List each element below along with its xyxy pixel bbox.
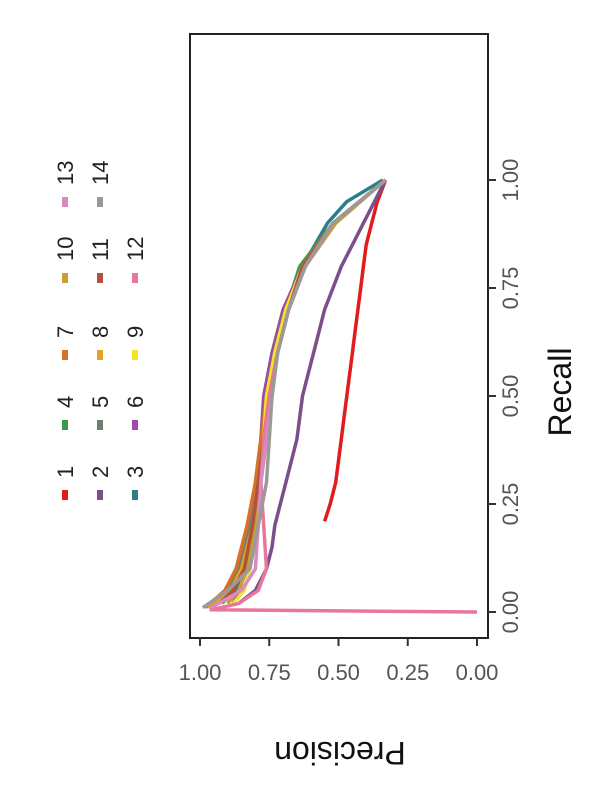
legend-key-3 [132,490,138,500]
series-line-5 [212,178,387,605]
series-line-2 [237,179,388,605]
y-tick-label: 0.75 [248,660,291,685]
legend-label-13: 13 [53,161,78,185]
y-axis: 0.00 0.25 0.50 0.75 1.00 [179,638,499,685]
series-line-8 [207,178,387,610]
y-tick-label: 1.00 [179,660,222,685]
legend-label-3: 3 [123,466,148,478]
x-tick-label: 0.00 [498,591,523,634]
legend-label-10: 10 [53,237,78,261]
legend-label-6: 6 [123,396,148,408]
legend-label-2: 2 [88,466,113,478]
legend-key-14 [97,197,103,207]
series-line-1 [322,179,388,522]
legend-label-12: 12 [123,237,148,261]
x-tick-label: 1.00 [498,159,523,202]
legend-key-11 [97,273,103,283]
y-tick-label: 0.50 [317,660,360,685]
legend-label-11: 11 [88,238,113,261]
legend-key-5 [97,420,103,430]
legend-key-9 [132,350,138,360]
x-tick-label: 0.25 [498,483,523,526]
legend-key-12 [132,273,138,283]
legend-label-14: 14 [88,161,113,185]
legend-label-1: 1 [53,466,78,478]
legend-key-8 [97,350,103,360]
x-tick-label: 0.50 [498,375,523,418]
plot-frame [189,33,489,639]
rotated-plot-group: 0.00 0.25 0.50 0.75 1.00 0.00 0.25 0.50 0.75 1.0… [53,33,578,685]
series-line-7 [204,178,387,610]
legend-label-7: 7 [53,326,78,338]
x-axis: 0.00 0.25 0.50 0.75 1.00 [488,159,523,634]
legend-key-1 [62,490,68,500]
legend-key-6 [132,420,138,430]
series-line-14 [201,178,387,610]
series-line-13 [210,178,387,610]
y-axis-title: Precision [274,735,406,771]
legend-key-4 [62,420,68,430]
legend-key-2 [97,490,103,500]
legend-label-8: 8 [88,326,113,338]
x-tick-label: 0.75 [498,267,523,310]
lines-layer [201,178,478,614]
x-axis-title: Recall [542,348,578,437]
legend-label-5: 5 [88,396,113,408]
legend-key-7 [62,350,68,360]
legend-key-10 [62,273,68,283]
y-tick-label: 0.25 [386,660,429,685]
y-tick-label: 0.00 [456,660,499,685]
legend-label-4: 4 [53,396,78,408]
legend-key-13 [62,197,68,207]
legend-label-9: 9 [123,326,148,338]
